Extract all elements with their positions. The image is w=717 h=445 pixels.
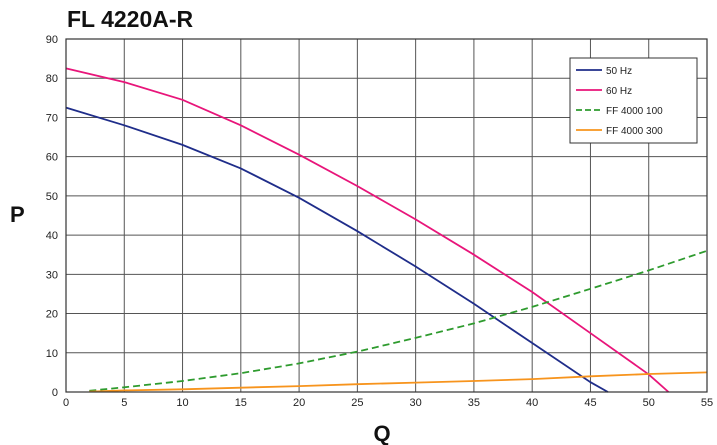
x-axis-label: Q xyxy=(373,421,390,445)
x-tick-label: 0 xyxy=(63,397,69,409)
x-tick-label: 30 xyxy=(410,397,422,409)
y-tick-labels: 0 10 20 30 40 50 60 70 80 90 xyxy=(46,34,58,399)
series-layer xyxy=(65,67,708,393)
x-tick-label: 50 xyxy=(643,397,655,409)
y-tick-label: 70 xyxy=(46,112,58,124)
series-line-ff-4000-300 xyxy=(89,371,708,393)
x-tick-label: 40 xyxy=(526,397,538,409)
x-tick-label: 25 xyxy=(351,397,363,409)
x-tick-label: 15 xyxy=(235,397,247,409)
y-axis-label: P xyxy=(10,202,25,227)
series-line-60-hz xyxy=(65,67,670,393)
legend-label: 60 Hz xyxy=(606,86,632,97)
x-tick-label: 35 xyxy=(468,397,480,409)
x-tick-label: 20 xyxy=(293,397,305,409)
legend-box xyxy=(569,57,698,144)
y-tick-label: 60 xyxy=(46,152,58,164)
y-tick-label: 20 xyxy=(46,309,58,321)
y-tick-label: 10 xyxy=(46,348,58,360)
y-tick-label: 50 xyxy=(46,191,58,203)
legend-label: FF 4000 100 xyxy=(606,106,663,117)
y-tick-label: 80 xyxy=(46,73,58,85)
y-tick-label: 90 xyxy=(46,34,58,46)
y-tick-label: 0 xyxy=(52,387,58,399)
x-tick-label: 55 xyxy=(701,397,713,409)
y-tick-label: 30 xyxy=(46,269,58,281)
y-tick-label: 40 xyxy=(46,230,58,242)
x-tick-label: 5 xyxy=(121,397,127,409)
series-line-ff-4000-100 xyxy=(89,249,708,392)
chart-title: FL 4220A-R xyxy=(67,6,194,32)
legend: 50 Hz 60 Hz FF 4000 100 FF 4000 300 xyxy=(569,57,698,144)
legend-label: FF 4000 300 xyxy=(606,126,663,137)
plot-frame xyxy=(65,38,708,393)
x-tick-label: 10 xyxy=(176,397,188,409)
legend-label: 50 Hz xyxy=(606,66,632,77)
series-line-50-hz xyxy=(65,106,609,393)
x-tick-label: 45 xyxy=(584,397,596,409)
x-tick-labels: 0 5 10 15 20 25 30 35 40 45 50 55 xyxy=(63,397,713,409)
